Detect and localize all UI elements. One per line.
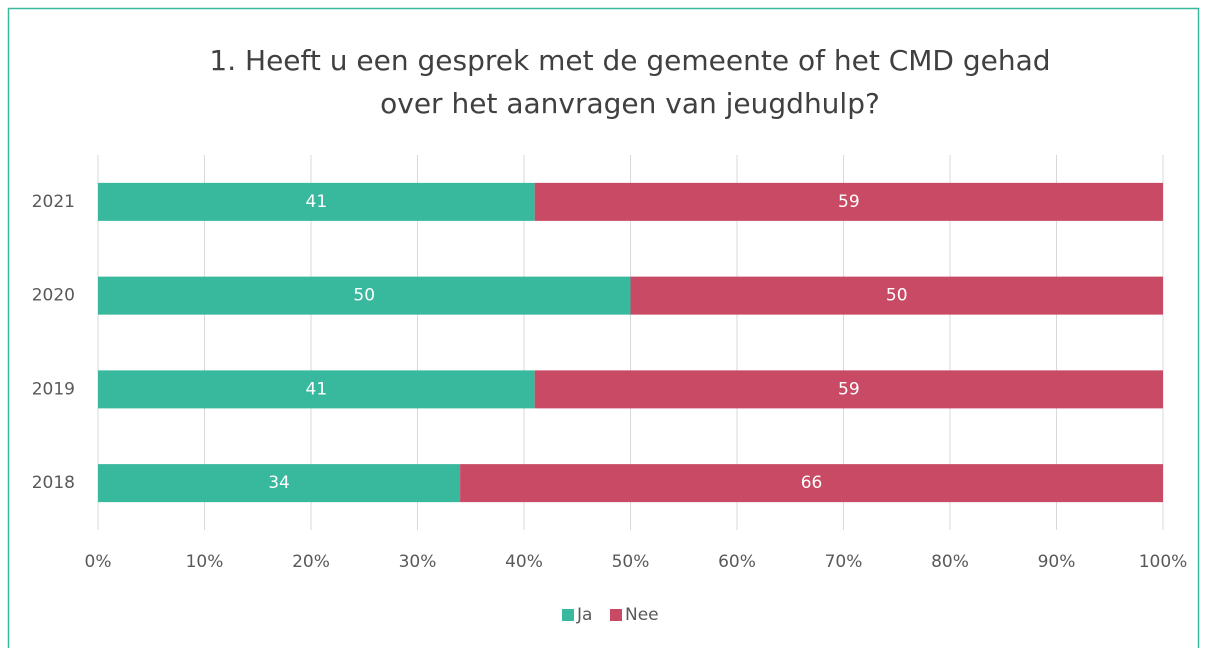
y-tick-label: 2021 [32, 192, 75, 212]
data-label: 66 [801, 473, 823, 493]
legend-label: Nee [625, 605, 659, 625]
x-tick-label: 10% [186, 552, 224, 572]
chart-frame [7, 7, 1200, 648]
bar-segment [98, 370, 535, 409]
bar-segment [630, 276, 1163, 315]
bar-segment [98, 182, 535, 221]
x-tick-label: 70% [825, 552, 863, 572]
data-label: 34 [268, 473, 290, 493]
y-tick-label: 2020 [32, 286, 75, 306]
legend-swatch [610, 609, 622, 621]
chart-title: 1. Heeft u een gesprek met de gemeente o… [209, 44, 1050, 77]
bar-segment [534, 370, 1163, 409]
x-tick-label: 60% [718, 552, 756, 572]
data-label: 59 [838, 192, 860, 212]
bar-segment [98, 464, 461, 503]
data-label: 50 [886, 286, 908, 306]
legend-swatch [562, 609, 574, 621]
x-tick-label: 0% [85, 552, 112, 572]
y-tick-label: 2019 [32, 379, 75, 399]
x-tick-label: 50% [612, 552, 650, 572]
bar-segment [534, 182, 1163, 221]
x-tick-label: 90% [1038, 552, 1076, 572]
data-label: 50 [353, 286, 375, 306]
bar-segment [460, 464, 1164, 503]
x-tick-label: 80% [931, 552, 969, 572]
x-tick-label: 40% [505, 552, 543, 572]
x-tick-label: 30% [399, 552, 437, 572]
y-tick-label: 2018 [32, 473, 75, 493]
x-tick-label: 20% [292, 552, 330, 572]
bar-segment [98, 276, 631, 315]
x-tick-label: 100% [1139, 552, 1188, 572]
data-label: 59 [838, 379, 860, 399]
legend-label: Ja [576, 605, 592, 625]
chart-title: over het aanvragen van jeugdhulp? [380, 87, 880, 120]
data-label: 41 [306, 379, 328, 399]
data-label: 41 [306, 192, 328, 212]
